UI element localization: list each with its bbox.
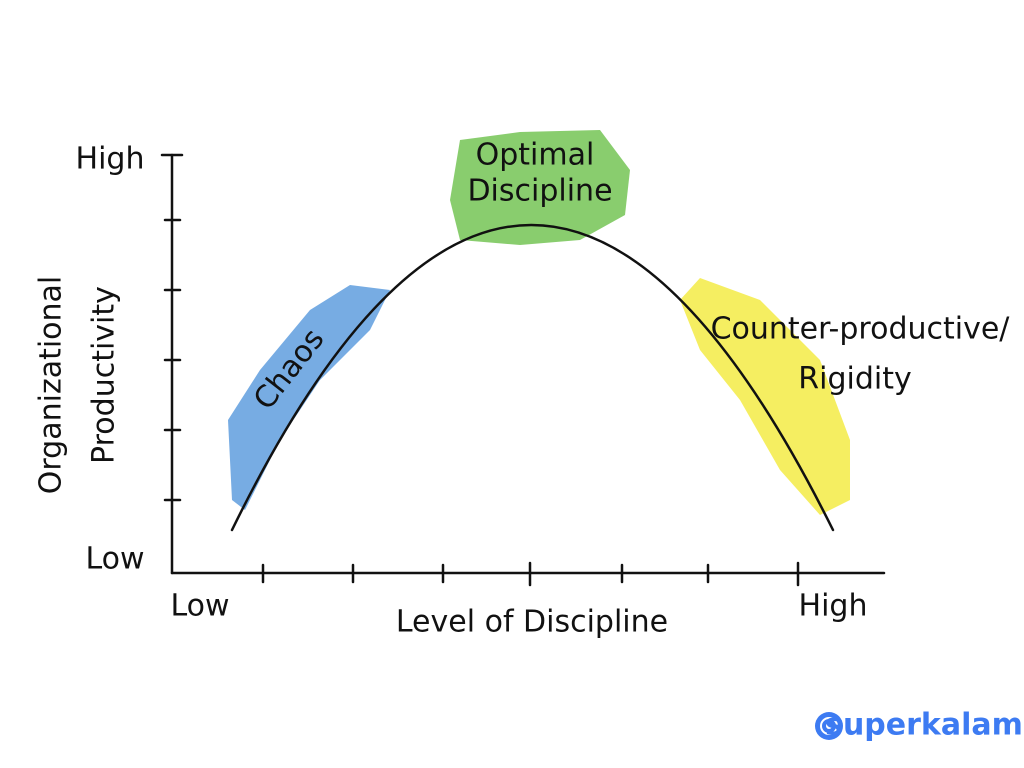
curve [230, 223, 835, 532]
y-high: High [76, 142, 145, 177]
x-low: Low [170, 589, 229, 624]
y-low: Low [85, 542, 144, 577]
region-label: Counter-productive/ [711, 312, 1011, 347]
region-label: Rigidity [798, 362, 911, 397]
brand: superkalam [825, 708, 1023, 743]
axes [160, 153, 886, 587]
y-label: Organizational [34, 276, 69, 495]
y-label: Productivity [87, 286, 122, 464]
brand-logo [815, 712, 843, 740]
x-label: Level of Discipline [396, 605, 668, 640]
region-label: Discipline [467, 174, 612, 209]
rigidity-highlight [680, 278, 850, 515]
x-high: High [799, 589, 868, 624]
optimal-highlight [450, 130, 630, 245]
region-label: Optimal [476, 138, 595, 173]
chaos-highlight [228, 285, 390, 510]
